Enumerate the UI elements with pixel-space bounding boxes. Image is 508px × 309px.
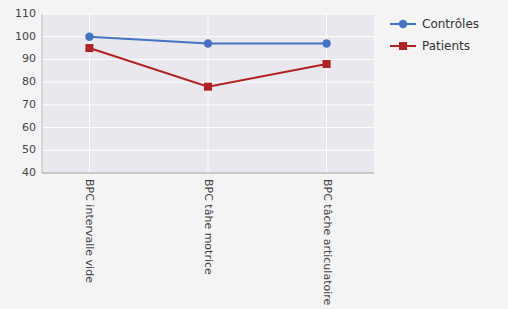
chart: 405060708090100110BPC intervalle videBPC…: [0, 0, 508, 309]
x-axis: BPC intervalle vide BPC tâhe motrice BPC t…: [42, 173, 374, 306]
grid-line: [42, 173, 374, 174]
grid: [42, 14, 374, 173]
grid-line-vertical: [208, 14, 209, 173]
marker-circle: [204, 39, 212, 47]
legend-marker: [399, 42, 407, 50]
y-axis-line: [42, 14, 43, 173]
plot-background: [42, 14, 374, 173]
legend-marker: [399, 20, 407, 28]
tick-label: 100: [15, 30, 36, 43]
marker-square: [323, 60, 331, 68]
x-axis-line: [42, 173, 374, 174]
legend: Contrôles Patients: [390, 17, 479, 53]
series-line: [89, 48, 326, 87]
series: [85, 33, 331, 48]
tick-label: 40: [22, 166, 36, 179]
tick-label: 70: [22, 98, 36, 111]
tick-label: 60: [22, 121, 36, 134]
y-axis: 40 50 60 70 80 90 100 110: [15, 7, 42, 179]
legend-label: Contrôles: [422, 17, 479, 31]
legend-label: Patients: [422, 39, 470, 53]
tick-label: 80: [22, 75, 36, 88]
category-label: BPC tâche articulatoire: [321, 179, 334, 306]
marker-square: [85, 44, 93, 52]
tick-label: 110: [15, 7, 36, 20]
series: [85, 44, 330, 91]
marks: [85, 33, 331, 91]
category-label: BPC intervalle vide: [83, 179, 96, 283]
marker-circle: [322, 39, 330, 47]
grid-line-vertical: [326, 14, 327, 173]
tick-label: 90: [22, 52, 36, 65]
marker-circle: [85, 33, 93, 41]
category-label: BPC tâhe motrice: [202, 179, 215, 275]
marker-square: [204, 83, 212, 91]
tick-label: 50: [22, 143, 36, 156]
